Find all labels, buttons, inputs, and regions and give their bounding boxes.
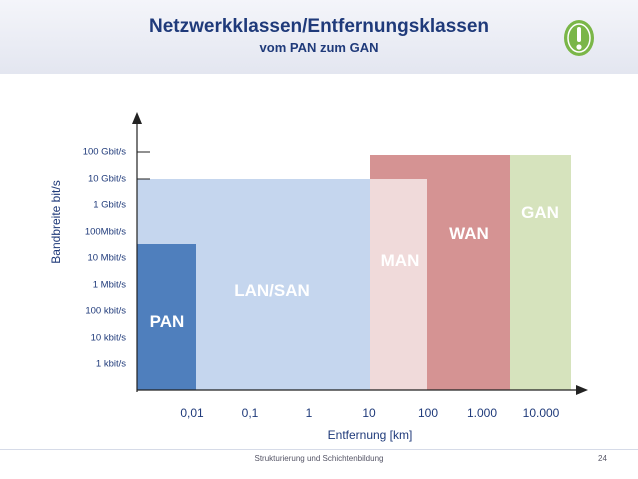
y-tick-1g: 1 Gbit/s	[93, 199, 126, 211]
footer-text: Strukturierung und Schichtenbildung	[254, 454, 384, 463]
label-man: MAN	[380, 251, 420, 270]
header-band	[0, 0, 638, 74]
page-subtitle: vom PAN zum GAN	[259, 40, 379, 55]
page-number: 24	[598, 454, 607, 463]
label-wan: WAN	[449, 224, 489, 243]
y-tick-100g: 100 Gbit/s	[82, 146, 126, 158]
label-pan: PAN	[149, 312, 185, 331]
x-tick-1000: 1.000	[466, 406, 498, 420]
x-tick-10000: 10.000	[522, 406, 560, 420]
x-tick-0-1: 0,1	[241, 406, 259, 420]
y-tick-10m: 10 Mbit/s	[87, 252, 126, 264]
y-tick-10k: 10 kbit/s	[90, 332, 126, 344]
footer-divider	[0, 449, 638, 450]
x-axis-label: Entfernung [km]	[327, 428, 413, 442]
label-lan-san: LAN/SAN	[234, 281, 310, 300]
exclamation-icon	[564, 20, 594, 56]
y-tick-100k: 100 kbit/s	[85, 305, 126, 317]
y-tick-10g: 10 Gbit/s	[87, 173, 126, 185]
x-tick-100: 100	[417, 406, 439, 420]
page-title: Netzwerkklassen/Entfernungsklassen	[148, 16, 490, 37]
region-gan	[510, 155, 571, 390]
y-tick-1m: 1 Mbit/s	[92, 279, 126, 291]
x-tick-0-01: 0,01	[180, 406, 204, 420]
x-tick-10: 10	[362, 406, 376, 420]
region-pan	[137, 244, 196, 390]
x-tick-1: 1	[305, 406, 313, 420]
x-axis-arrow	[576, 385, 588, 395]
y-tick-100m: 100Mbit/s	[84, 226, 126, 238]
y-tick-1k: 1 kbit/s	[95, 358, 126, 370]
label-gan: GAN	[521, 203, 559, 222]
region-man	[370, 179, 427, 390]
y-axis-arrow	[132, 112, 142, 124]
